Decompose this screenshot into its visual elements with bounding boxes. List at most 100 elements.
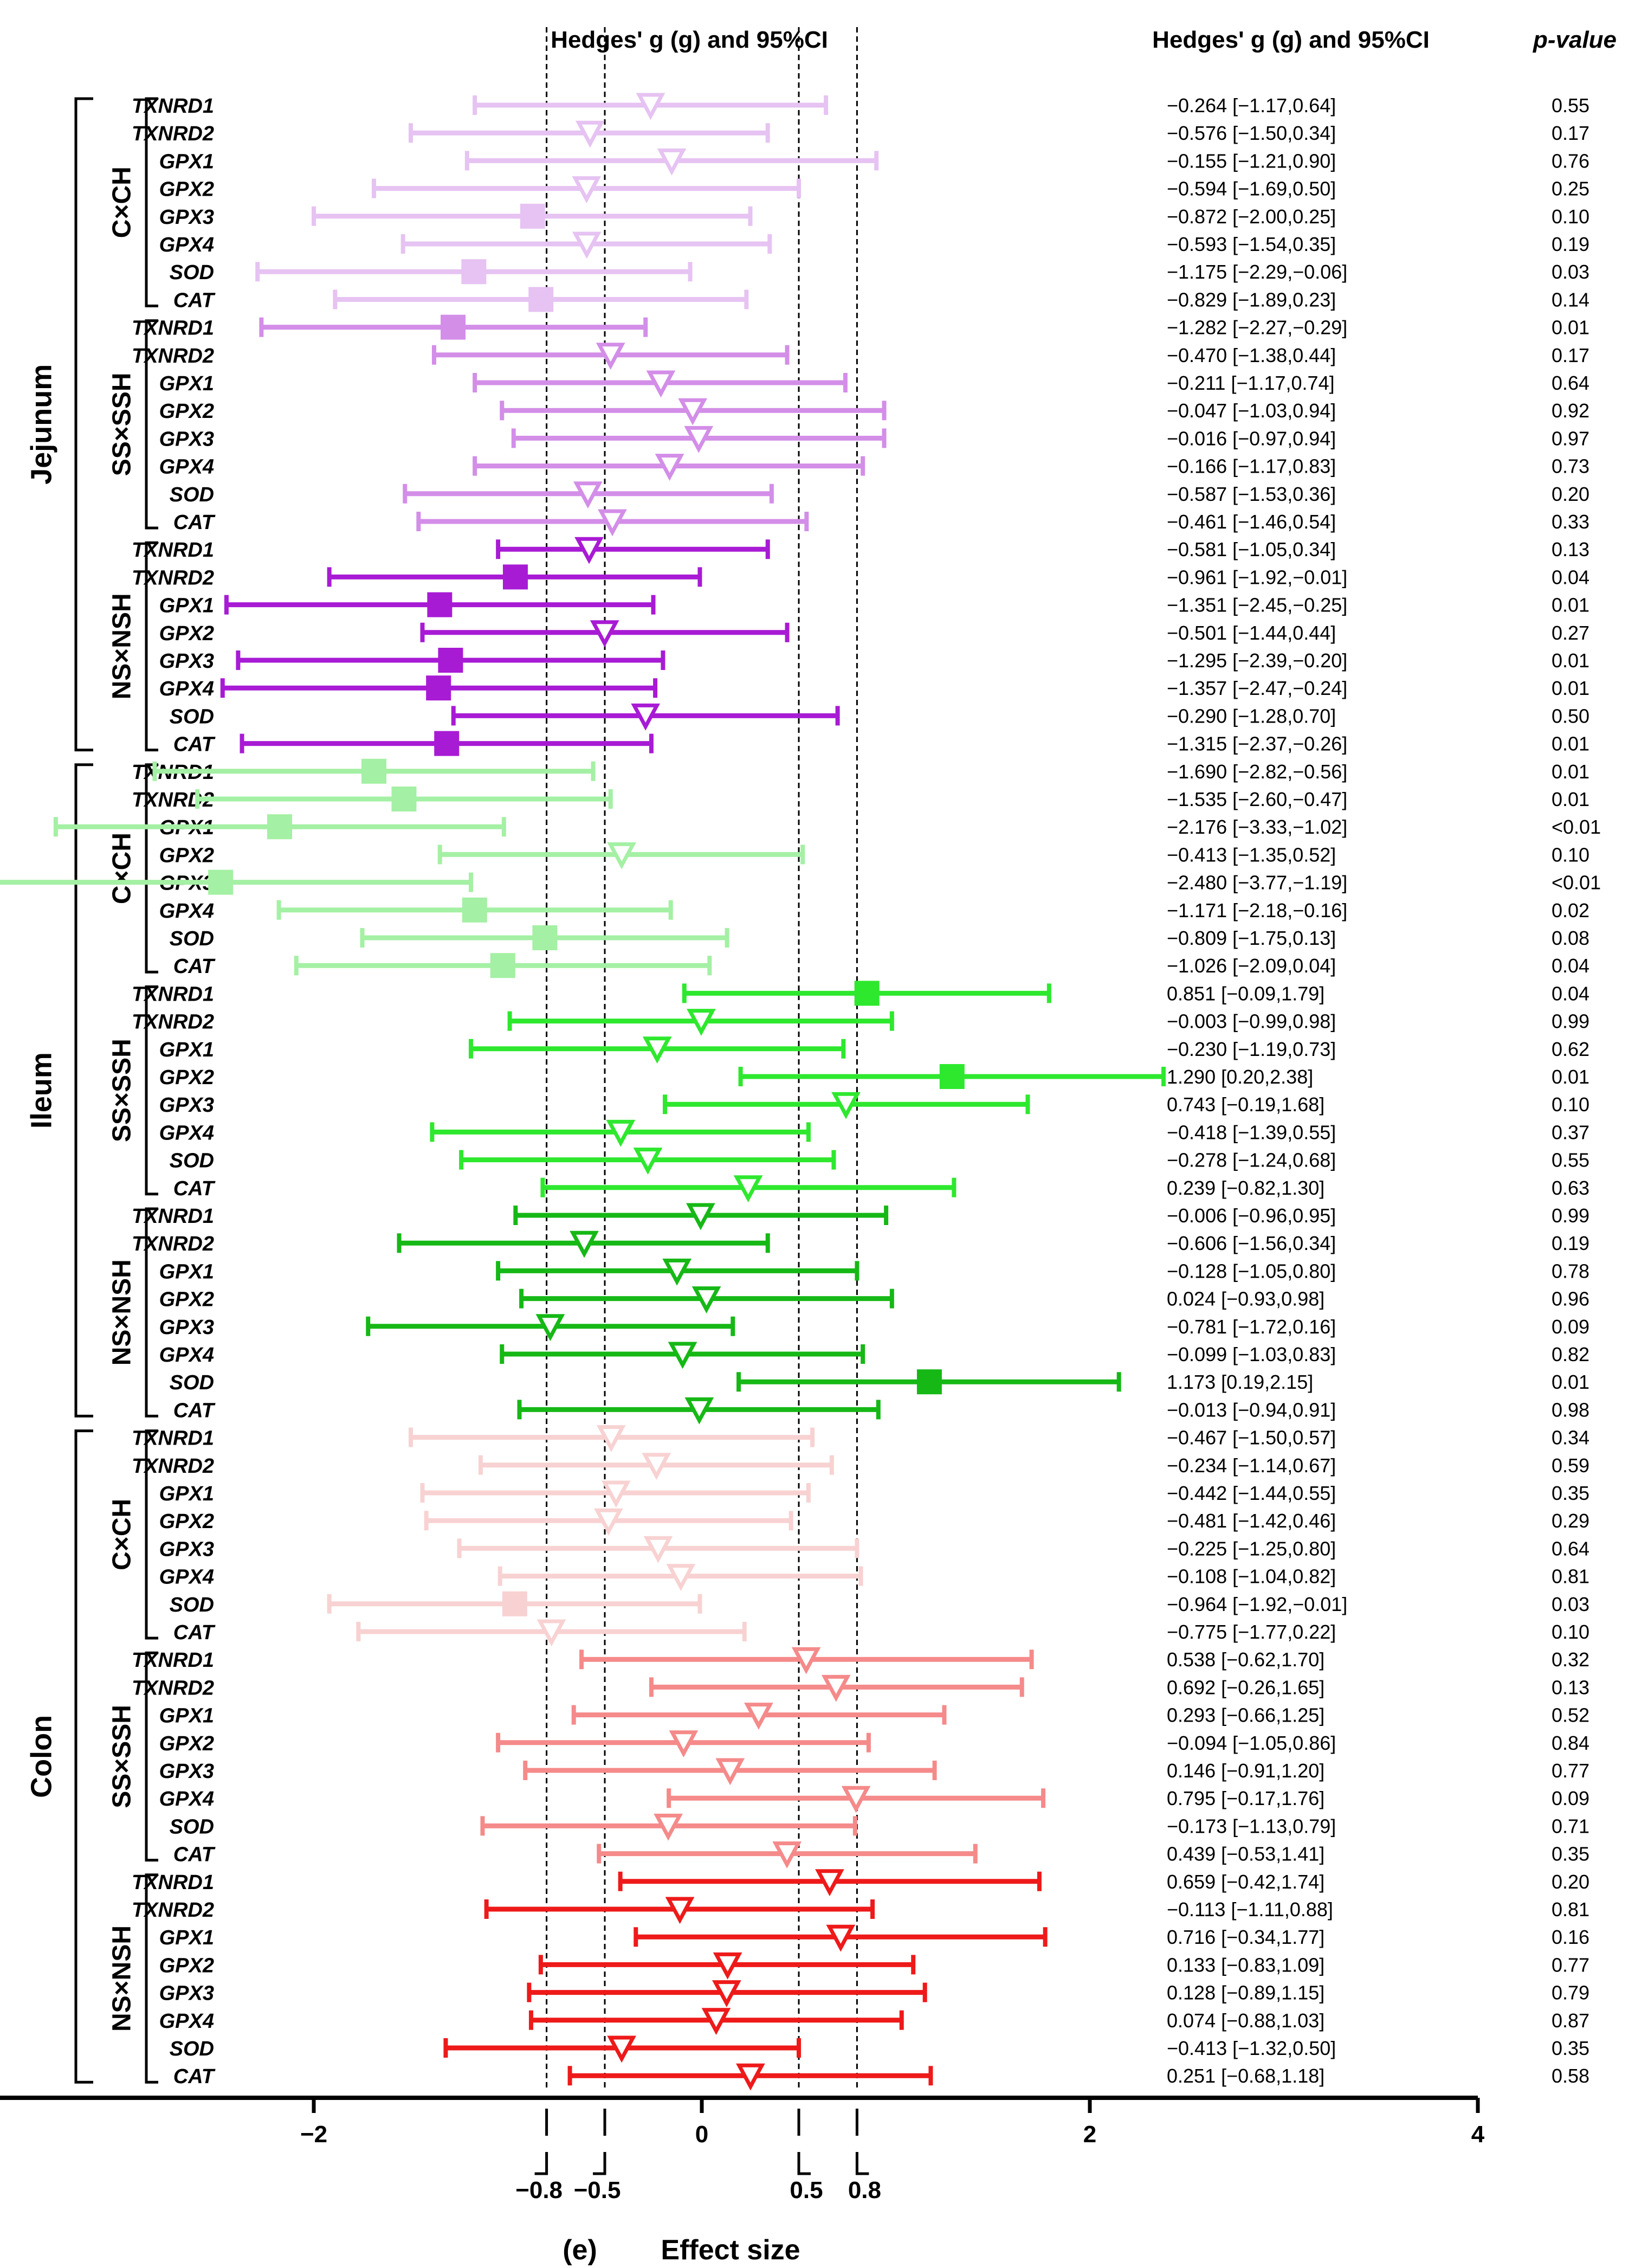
p-value: 0.87 [1552,2009,1589,2032]
p-value: 0.34 [1552,1427,1589,1449]
ci-value: −0.418 [−1.39,0.55] [1167,1121,1336,1143]
p-value: 0.20 [1552,483,1589,505]
nonsignificant-marker [593,1508,623,1536]
p-value: 0.64 [1552,1537,1589,1560]
p-value: 0.64 [1552,372,1589,394]
p-value: 0.04 [1552,982,1589,1004]
p-value: 0.62 [1552,1038,1589,1060]
ci-value: −0.581 [−1.05,0.34] [1167,538,1336,560]
group-label: SS×SSH [108,1705,137,1808]
x-axis-title: (e) Effect size [563,2234,800,2266]
ci-value: 0.659 [−0.42,1.74] [1167,1871,1324,1893]
nonsignificant-marker [686,1203,715,1230]
p-value: 0.04 [1552,566,1589,588]
significant-marker [267,814,292,840]
reference-tick [593,2109,606,2175]
significant-marker [490,953,515,978]
nonsignificant-marker [642,1036,672,1064]
p-value: 0.01 [1552,317,1589,339]
ci-value: −0.470 [−1.38,0.44] [1167,344,1336,366]
p-value: 0.01 [1552,788,1589,810]
gene-label: TXNRD1 [132,983,214,1006]
ci-value: −1.171 [−2.18,−0.16] [1167,899,1347,922]
nonsignificant-marker [601,1480,631,1508]
ci-value: −0.290 [−1.28,0.70] [1167,705,1336,727]
significant-marker [916,1369,942,1395]
gene-label: SOD [170,1150,214,1172]
p-value: 0.81 [1552,1898,1589,1921]
ci-value: −0.094 [−1.05,0.86] [1167,1732,1336,1754]
p-value: 0.27 [1552,622,1589,644]
nonsignificant-marker [642,1453,671,1480]
ci-value: −0.230 [−1.19,0.73] [1167,1038,1336,1060]
gene-label: GPX4 [159,1344,214,1367]
group-label: SS×SSH [108,372,137,476]
values-header: Hedges' g (g) and 95%CI [1152,27,1430,53]
ci-value: 0.239 [−0.82,1.30] [1167,1177,1324,1199]
nonsignificant-marker [537,1619,566,1647]
p-value: 0.78 [1552,1260,1589,1282]
p-value: 0.01 [1552,649,1589,672]
gene-label: SOD [170,1371,214,1394]
ci-value: −0.872 [−2.00,0.25] [1167,205,1336,228]
gene-label: GPX2 [159,1066,214,1089]
p-value: 0.01 [1552,677,1589,699]
p-value: 0.09 [1552,1316,1589,1338]
gene-label: TXNRD2 [132,123,214,145]
nonsignificant-marker [646,370,676,398]
ci-value: −1.535 [−2.60,−0.47] [1167,788,1347,810]
ci-value: −2.176 [−3.33,−1.02] [1167,816,1347,838]
nonsignificant-marker [841,1786,871,1813]
gene-label: SOD [170,927,214,950]
nonsignificant-marker [772,1841,802,1868]
gene-label: TXNRD2 [132,1455,214,1478]
gene-label: TXNRD1 [132,1871,214,1894]
ci-value: −1.175 [−2.29,−0.06] [1167,261,1347,283]
gene-label: TXNRD1 [132,1427,214,1450]
nonsignificant-marker [636,93,665,120]
p-value: 0.10 [1552,205,1589,228]
p-value: 0.01 [1552,761,1589,783]
gene-label: GPX2 [159,400,214,423]
nonsignificant-marker [606,1119,636,1147]
ci-value: −1.282 [−2.27,−0.29] [1167,317,1347,339]
p-value: 0.20 [1552,1871,1589,1893]
ci-value: −0.234 [−1.14,0.67] [1167,1454,1336,1477]
gene-label: TXNRD2 [132,1899,214,1922]
p-value: 0.13 [1552,1676,1589,1698]
p-value: 0.33 [1552,511,1589,533]
p-value: 0.73 [1552,455,1589,478]
gene-label: GPX2 [159,1954,214,1977]
significant-marker [427,592,453,617]
p-value: 0.35 [1552,1482,1589,1504]
nonsignificant-marker [678,398,708,426]
significant-marker [361,758,386,784]
nonsignificant-marker [687,1009,716,1036]
p-value: 0.10 [1552,1093,1589,1116]
tissue-bracket [74,97,93,752]
tissue-label: Jejunum [25,364,57,485]
p-value: 0.37 [1552,1121,1589,1143]
x-tick-label: 2 [1083,2121,1096,2148]
ci-value: 1.290 [0.20,2.38] [1167,1066,1313,1088]
ci-value: −0.264 [−1.17,0.64] [1167,94,1336,117]
gene-label: GPX2 [159,1510,214,1533]
p-value: 0.32 [1552,1648,1589,1671]
gene-label: GPX3 [159,1316,214,1339]
ci-value: −0.278 [−1.24,0.68] [1167,1149,1336,1171]
group-bracket [145,1651,158,1862]
ci-value: −0.781 [−1.72,0.16] [1167,1316,1336,1338]
ci-value: −0.003 [−0.99,0.98] [1167,1010,1336,1033]
p-value: 0.10 [1552,843,1589,866]
group-bracket [145,1873,158,2084]
p-value: 0.17 [1552,122,1589,144]
group-bracket [145,541,158,752]
significant-marker [391,787,417,811]
x-tick-label: 0 [695,2121,708,2148]
nonsignificant-marker [607,2035,637,2063]
gene-label: GPX2 [159,1288,214,1311]
ci-value: −1.351 [−2.45,−0.25] [1167,594,1347,616]
nonsignificant-marker [573,481,603,509]
ci-value: 0.146 [−0.91,1.20] [1167,1760,1324,1782]
p-value: 0.55 [1552,1149,1589,1171]
